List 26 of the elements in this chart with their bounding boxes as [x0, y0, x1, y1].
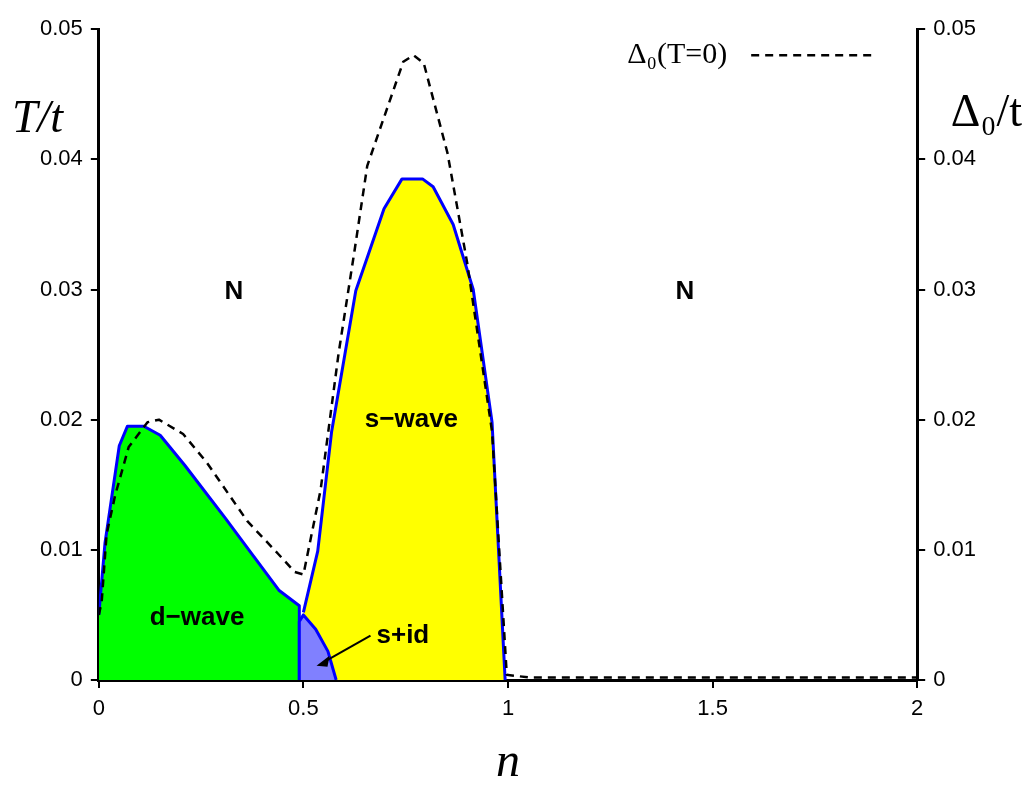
y-tick-label: 0.01 — [39, 535, 83, 561]
y2-tick-label: 0.02 — [933, 405, 977, 431]
y2-axis-title: Δ₀/t — [950, 84, 1023, 136]
annotation: d−wave — [149, 600, 245, 631]
annotation: s+id — [376, 618, 430, 649]
y-tick-label: 0.04 — [39, 145, 83, 171]
annotation: s−wave — [364, 402, 459, 433]
x-tick-label: 1 — [501, 695, 515, 721]
y-tick-label: 0.02 — [39, 405, 83, 431]
y2-tick-label: 0.01 — [933, 535, 977, 561]
y2-tick-label: 0.04 — [933, 145, 977, 171]
y-tick-label: 0.05 — [39, 15, 83, 41]
x-tick-label: 0.5 — [288, 695, 319, 721]
x-tick-label: 0 — [92, 695, 105, 721]
y-tick-label: 0.03 — [39, 275, 83, 301]
x-axis-title: n — [496, 732, 520, 786]
annotation: N — [675, 275, 695, 306]
annotation: N — [224, 275, 244, 306]
y2-tick-label: 0.05 — [933, 15, 977, 41]
x-tick-label: 1.5 — [697, 695, 728, 721]
y2-tick-label: 0 — [933, 666, 946, 692]
y-axis-title: T/t — [12, 91, 65, 143]
x-tick-label: 2 — [911, 695, 924, 721]
legend-label: Δ₀(T=0) — [627, 36, 728, 71]
y2-tick-label: 0.03 — [933, 275, 977, 301]
y-tick-label: 0 — [70, 666, 83, 692]
